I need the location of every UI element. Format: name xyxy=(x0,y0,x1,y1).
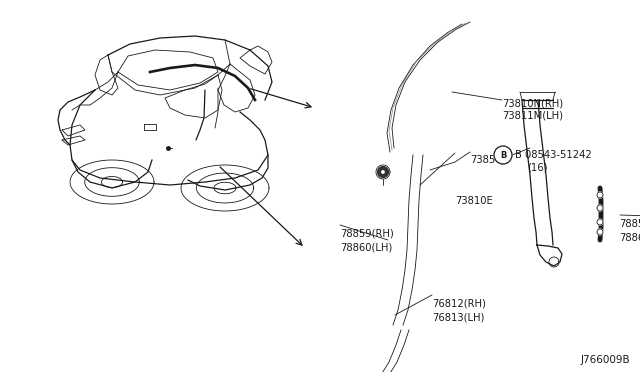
Text: B 08543-51242: B 08543-51242 xyxy=(515,150,592,160)
Circle shape xyxy=(494,146,512,164)
Circle shape xyxy=(597,192,603,198)
Text: 76812(RH): 76812(RH) xyxy=(432,298,486,308)
Circle shape xyxy=(597,205,603,211)
Text: 78860(LH): 78860(LH) xyxy=(340,242,392,252)
Circle shape xyxy=(597,219,603,225)
Text: 78860+A(LH): 78860+A(LH) xyxy=(619,232,640,242)
Text: 73810N(RH): 73810N(RH) xyxy=(502,98,563,108)
Text: 76813(LH): 76813(LH) xyxy=(432,312,484,322)
Text: B: B xyxy=(500,151,506,160)
Text: 73810E: 73810E xyxy=(455,196,493,206)
Circle shape xyxy=(597,229,603,235)
Text: (16): (16) xyxy=(527,162,547,172)
Text: 78859(RH): 78859(RH) xyxy=(340,228,394,238)
Text: 73856J: 73856J xyxy=(470,155,504,165)
Text: 73811M(LH): 73811M(LH) xyxy=(502,110,563,120)
Text: J766009B: J766009B xyxy=(580,355,630,365)
Text: 78859+A(RH): 78859+A(RH) xyxy=(619,218,640,228)
